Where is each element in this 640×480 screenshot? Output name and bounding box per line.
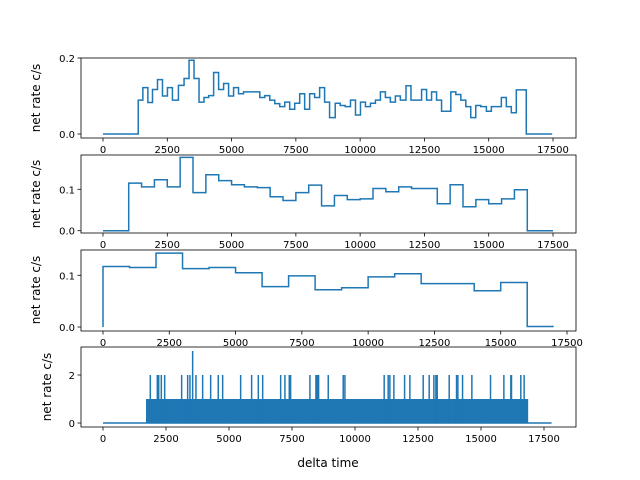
y-axis-label: net rate c/s — [29, 256, 43, 325]
x-tick-label: 17500 — [537, 145, 569, 156]
subplot-4: net rate c/s delta time 0 2500 5000 7500 100… — [40, 346, 577, 470]
x-tick-label: 15000 — [465, 434, 497, 445]
x-tick-label: 17500 — [551, 338, 583, 349]
step-line — [103, 156, 553, 232]
axes-frame — [80, 154, 577, 234]
x-tick-label: 7500 — [283, 145, 308, 156]
x-tick-label: 7500 — [289, 338, 314, 349]
x-tick-label: 12500 — [419, 338, 451, 349]
x-tick-label: 17500 — [537, 240, 569, 251]
subplot-2: net rate c/s 0 2500 5000 7500 10000 12500 1500… — [29, 154, 577, 251]
x-tick-label: 15000 — [473, 240, 505, 251]
y-tick-label: 0 — [69, 419, 75, 430]
x-tick-label: 17500 — [528, 434, 560, 445]
x-tick-label: 5000 — [223, 338, 248, 349]
x-tick-label: 15000 — [485, 338, 517, 349]
x-tick-label: 0 — [100, 434, 106, 445]
y-tick-label: 0.2 — [59, 54, 75, 65]
x-tick-label: 15000 — [473, 145, 505, 156]
x-tick-label: 5000 — [219, 145, 244, 156]
y-axis-label: net rate c/s — [40, 353, 54, 422]
x-tick-label: 2500 — [153, 434, 178, 445]
x-tick-label: 5000 — [216, 434, 241, 445]
x-tick-label: 7500 — [279, 434, 304, 445]
axes-frame — [80, 346, 577, 428]
y-axis-label: net rate c/s — [29, 160, 43, 229]
x-tick-label: 10000 — [352, 338, 384, 349]
x-tick-label: 10000 — [344, 145, 376, 156]
x-tick-label: 2500 — [155, 240, 180, 251]
x-tick-label: 2500 — [157, 338, 182, 349]
subplot-3: net rate c/s 0 2500 5000 7500 10000 12500 1500… — [29, 249, 583, 349]
x-tick-label: 0 — [100, 145, 106, 156]
y-tick-label: 0.0 — [59, 323, 75, 334]
step-line — [103, 59, 553, 135]
x-tick-label: 7500 — [283, 240, 308, 251]
x-tick-label: 0 — [100, 338, 106, 349]
y-tick-label: 0.0 — [59, 130, 75, 141]
y-tick-label: 0.1 — [59, 271, 75, 282]
axes-frame — [80, 57, 577, 139]
x-tick-label: 10000 — [344, 240, 376, 251]
y-axis-label: net rate c/s — [29, 64, 43, 133]
x-tick-label: 12500 — [409, 240, 441, 251]
y-tick-label: 2 — [69, 371, 75, 382]
x-tick-label: 12500 — [409, 145, 441, 156]
count-band — [145, 399, 529, 423]
x-tick-label: 5000 — [219, 240, 244, 251]
x-tick-label: 10000 — [339, 434, 371, 445]
axes-frame — [80, 249, 577, 332]
y-tick-label: 0.1 — [59, 185, 75, 196]
subplot-1: net rate c/s 0 2500 5000 7500 10000 12500 1500… — [29, 54, 577, 156]
y-tick-label: 0.0 — [59, 227, 75, 238]
step-line — [102, 252, 554, 328]
x-tick-label: 0 — [100, 240, 106, 251]
x-tick-label: 2500 — [155, 145, 180, 156]
x-axis-label: delta time — [297, 456, 358, 470]
x-tick-label: 12500 — [402, 434, 434, 445]
